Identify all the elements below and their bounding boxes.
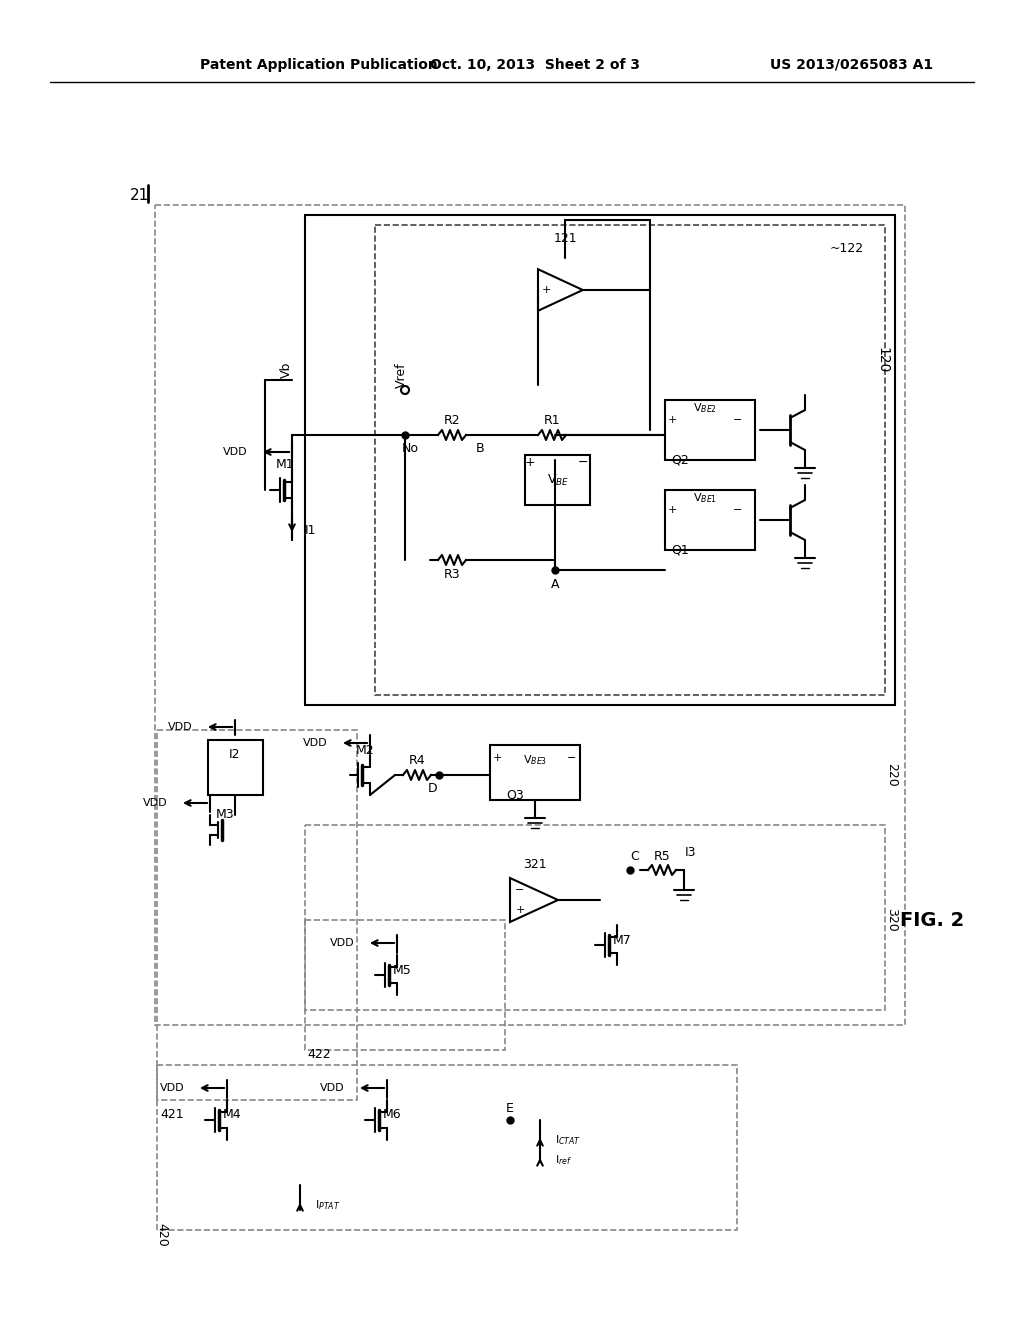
Text: Q1: Q1 <box>671 544 689 557</box>
Text: +: + <box>493 752 502 763</box>
Text: FIG. 2: FIG. 2 <box>900 911 965 929</box>
Text: VDD: VDD <box>303 738 328 748</box>
Text: No: No <box>401 442 419 455</box>
Text: 21: 21 <box>130 187 150 202</box>
Bar <box>208 741 263 795</box>
Text: R1: R1 <box>544 414 560 428</box>
Bar <box>490 744 580 800</box>
Bar <box>525 455 590 506</box>
Text: 320: 320 <box>885 908 898 932</box>
Text: +: + <box>524 455 536 469</box>
Text: 121: 121 <box>553 231 577 244</box>
Text: R2: R2 <box>443 414 461 428</box>
Text: +: + <box>668 414 677 425</box>
Text: M1: M1 <box>275 458 294 471</box>
Text: V$_{BE1}$: V$_{BE1}$ <box>693 491 717 504</box>
Text: ~122: ~122 <box>830 242 864 255</box>
Bar <box>157 1065 737 1230</box>
Text: M7: M7 <box>612 933 632 946</box>
Text: −: − <box>733 506 742 515</box>
Text: C: C <box>631 850 639 862</box>
Text: V$_{BE3}$: V$_{BE3}$ <box>523 754 547 767</box>
Bar <box>155 205 905 1026</box>
Text: +: + <box>668 506 677 515</box>
Text: VDD: VDD <box>143 799 168 808</box>
Text: R3: R3 <box>443 568 461 581</box>
Text: VDD: VDD <box>168 722 193 733</box>
Text: R5: R5 <box>653 850 671 862</box>
Text: M6: M6 <box>383 1109 401 1122</box>
Text: 321: 321 <box>523 858 547 871</box>
Bar <box>305 825 885 1010</box>
Text: Vref: Vref <box>395 362 408 388</box>
Text: M3: M3 <box>216 808 234 821</box>
Bar <box>375 224 885 696</box>
Text: B: B <box>476 442 484 455</box>
Text: V$_{BE}$: V$_{BE}$ <box>547 473 569 487</box>
Text: I3: I3 <box>684 846 695 858</box>
Text: I$_{ref}$: I$_{ref}$ <box>555 1154 572 1167</box>
Text: I$_{CTAT}$: I$_{CTAT}$ <box>555 1133 582 1147</box>
Text: I1: I1 <box>305 524 316 536</box>
Text: D: D <box>428 783 438 796</box>
Bar <box>665 400 755 459</box>
Text: V$_{BE2}$: V$_{BE2}$ <box>693 401 717 414</box>
Text: 421: 421 <box>160 1109 183 1122</box>
Text: M5: M5 <box>392 964 412 977</box>
Text: −: − <box>733 414 742 425</box>
Text: 120: 120 <box>874 347 889 374</box>
Text: Vb: Vb <box>280 362 293 379</box>
Text: +: + <box>515 906 524 915</box>
Text: I$_{PTAT}$: I$_{PTAT}$ <box>315 1199 340 1212</box>
Text: −: − <box>567 752 577 763</box>
Text: I2: I2 <box>229 748 241 762</box>
Text: 220: 220 <box>885 763 898 787</box>
Text: Patent Application Publication: Patent Application Publication <box>200 58 437 73</box>
Text: Oct. 10, 2013  Sheet 2 of 3: Oct. 10, 2013 Sheet 2 of 3 <box>430 58 640 73</box>
Bar <box>157 730 357 1100</box>
Text: −: − <box>515 884 524 895</box>
Text: Q2: Q2 <box>671 454 689 466</box>
Text: VDD: VDD <box>321 1082 345 1093</box>
Text: R4: R4 <box>409 755 425 767</box>
Text: US 2013/0265083 A1: US 2013/0265083 A1 <box>770 58 933 73</box>
Bar <box>305 215 895 705</box>
Text: 420: 420 <box>155 1224 168 1247</box>
Text: Q3: Q3 <box>506 788 524 801</box>
Text: VDD: VDD <box>331 939 355 948</box>
Text: M4: M4 <box>222 1109 242 1122</box>
Text: VDD: VDD <box>161 1082 185 1093</box>
Text: A: A <box>551 578 559 591</box>
Text: −: − <box>578 455 588 469</box>
Bar <box>665 490 755 550</box>
Text: M2: M2 <box>355 743 375 756</box>
Text: 422: 422 <box>307 1048 331 1061</box>
Bar <box>305 920 505 1049</box>
Text: VDD: VDD <box>223 447 248 457</box>
Text: E: E <box>506 1101 514 1114</box>
Text: +: + <box>542 285 551 294</box>
